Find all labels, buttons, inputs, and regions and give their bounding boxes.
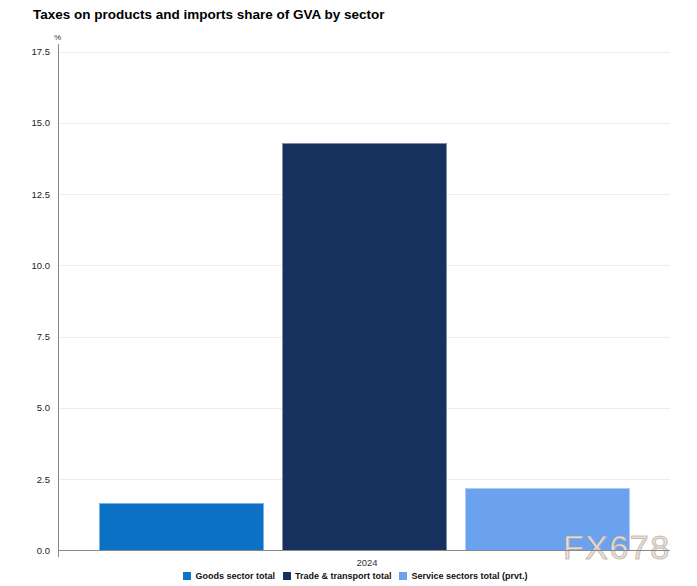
y-axis-line	[58, 44, 59, 557]
legend-item: Trade & transport total	[283, 571, 392, 581]
y-axis-unit: %	[54, 33, 61, 42]
chart-title: Taxes on products and imports share of G…	[33, 7, 385, 22]
plot-area	[58, 52, 670, 551]
y-tick-label: 2.5	[10, 474, 50, 485]
y-tick-label: 5.0	[10, 402, 50, 413]
bar-goods-sector-total	[99, 503, 264, 551]
y-tick-label: 12.5	[10, 189, 50, 200]
x-axis-line	[58, 550, 670, 551]
legend-label: Service sectors total (prvt.)	[411, 571, 527, 581]
bar-trade-transport-total	[282, 143, 447, 551]
legend-swatch-icon	[399, 572, 407, 580]
x-axis-label: 2024	[281, 557, 453, 568]
legend-item: Service sectors total (prvt.)	[399, 571, 527, 581]
y-tick-label: 7.5	[10, 331, 50, 342]
y-tick-label: 17.5	[10, 46, 50, 57]
y-tick-label: 15.0	[10, 117, 50, 128]
y-tick-label: 0.0	[10, 545, 50, 556]
watermark: FX678	[563, 528, 671, 567]
y-tick-label: 10.0	[10, 260, 50, 271]
legend-item: Goods sector total	[183, 571, 275, 581]
gridline-17.5	[58, 52, 670, 53]
legend-label: Trade & transport total	[295, 571, 392, 581]
legend-label: Goods sector total	[195, 571, 275, 581]
legend-swatch-icon	[183, 572, 191, 580]
legend-swatch-icon	[283, 572, 291, 580]
legend: Goods sector total Trade & transport tota…	[0, 571, 697, 581]
chart: Taxes on products and imports share of G…	[0, 0, 697, 586]
gridline-15.0	[58, 123, 670, 124]
